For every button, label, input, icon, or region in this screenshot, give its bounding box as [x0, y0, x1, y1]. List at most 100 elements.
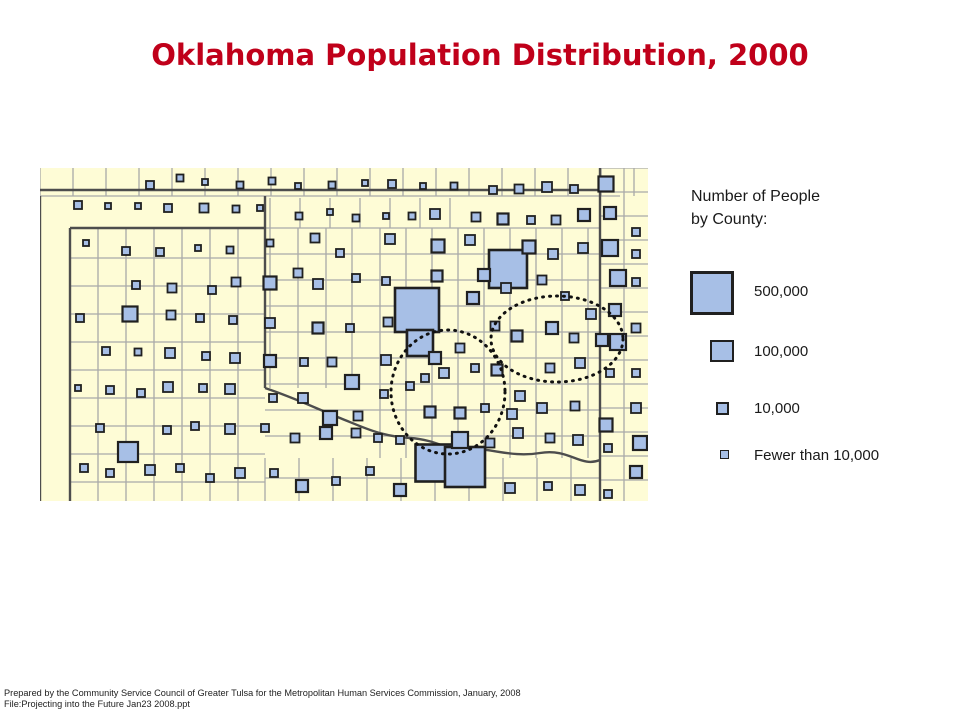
- legend-label-100000: 100,000: [754, 343, 809, 360]
- county-symbol: [309, 232, 321, 244]
- county-symbol: [608, 268, 628, 288]
- county-symbol: [230, 276, 242, 288]
- county-symbol: [427, 350, 443, 366]
- county-symbol: [318, 425, 334, 441]
- county-symbol: [268, 393, 278, 403]
- county-symbol: [598, 417, 614, 433]
- county-symbol: [162, 425, 172, 435]
- county-symbol: [576, 207, 592, 223]
- county-symbol: [569, 400, 581, 412]
- county-symbol: [513, 183, 525, 195]
- highlight-circle-northeast: [489, 294, 625, 384]
- county-symbol: [572, 434, 584, 446]
- county-symbol: [594, 332, 610, 348]
- county-symbol: [510, 329, 524, 343]
- county-symbol: [101, 346, 111, 356]
- county-symbol: [121, 305, 139, 323]
- county-symbol: [630, 322, 642, 334]
- county-symbol: [568, 332, 580, 344]
- county-symbol: [133, 347, 143, 357]
- county-symbol: [603, 443, 613, 453]
- map-canvas: [40, 168, 648, 501]
- county-symbol: [345, 323, 355, 333]
- county-symbol: [423, 405, 437, 419]
- county-symbol: [407, 211, 417, 221]
- footnote-line1: Prepared by the Community Service Counci…: [4, 688, 521, 698]
- county-symbol: [352, 410, 364, 422]
- legend-heading-line1: Number of People: [691, 188, 820, 205]
- county-symbol: [384, 233, 396, 245]
- county-symbol: [438, 367, 450, 379]
- county-symbol: [449, 181, 459, 191]
- county-symbol: [95, 423, 105, 433]
- county-symbol: [512, 427, 524, 439]
- county-symbol: [544, 432, 556, 444]
- county-symbol: [225, 245, 235, 255]
- county-symbol: [464, 234, 476, 246]
- county-symbol: [597, 175, 615, 193]
- legend-symbol-fewer-than-10000: [720, 450, 729, 459]
- legend-label-10000: 10,000: [754, 400, 800, 417]
- county-symbol: [136, 388, 146, 398]
- county-symbol: [105, 468, 115, 478]
- county-symbol: [350, 427, 362, 439]
- county-symbol: [194, 244, 202, 252]
- county-symbol: [382, 316, 394, 328]
- county-symbol: [506, 408, 518, 420]
- county-symbol: [73, 200, 83, 210]
- county-symbol: [134, 202, 142, 210]
- county-symbol: [207, 285, 217, 295]
- county-symbol: [235, 180, 245, 190]
- county-symbol: [269, 468, 279, 478]
- legend-label-500000: 500,000: [754, 283, 809, 300]
- legend-heading: Number of People by County:: [691, 185, 921, 231]
- county-symbol: [496, 212, 510, 226]
- footnote: Prepared by the Community Service Counci…: [4, 688, 521, 710]
- county-symbol: [155, 247, 165, 257]
- legend-heading-line2: by County:: [691, 211, 768, 228]
- county-symbol: [392, 482, 408, 498]
- highlight-circles: [389, 294, 625, 456]
- county-symbol: [265, 238, 275, 248]
- county-symbol: [420, 373, 430, 383]
- county-symbol: [605, 368, 615, 378]
- county-symbol: [631, 249, 641, 259]
- county-symbol: [574, 484, 586, 496]
- county-symbol: [373, 433, 383, 443]
- county-symbol: [480, 403, 490, 413]
- county-symbol: [116, 440, 140, 464]
- county-symbol: [631, 277, 641, 287]
- county-symbol: [361, 179, 369, 187]
- county-symbol: [476, 267, 492, 283]
- county-symbol: [489, 320, 501, 332]
- county-symbol: [395, 435, 405, 445]
- county-symbol: [450, 430, 470, 450]
- county-symbol: [585, 308, 597, 320]
- county-symbol: [299, 357, 309, 367]
- county-symbol: [351, 273, 361, 283]
- county-symbol: [175, 463, 185, 473]
- county-symbol: [260, 423, 270, 433]
- page-title: Oklahoma Population Distribution, 2000: [151, 38, 809, 72]
- county-symbol: [628, 464, 644, 480]
- county-symbol: [630, 402, 642, 414]
- county-symbol: [224, 423, 236, 435]
- county-symbol: [198, 202, 210, 214]
- county-symbol: [419, 182, 427, 190]
- county-symbol: [569, 184, 579, 194]
- county-symbol: [267, 176, 277, 186]
- county-symbol: [256, 204, 264, 212]
- county-symbol: [541, 181, 553, 193]
- highlight-circle-central: [389, 328, 507, 456]
- county-symbol: [201, 178, 209, 186]
- county-symbol: [351, 213, 361, 223]
- county-symbol: [500, 282, 512, 294]
- county-symbol: [429, 208, 441, 220]
- county-symbol: [289, 432, 301, 444]
- county-symbol: [382, 212, 390, 220]
- county-symbol: [164, 347, 176, 359]
- county-symbol: [454, 342, 466, 354]
- county-symbol: [264, 317, 276, 329]
- county-symbol: [365, 466, 375, 476]
- county-symbol: [631, 368, 641, 378]
